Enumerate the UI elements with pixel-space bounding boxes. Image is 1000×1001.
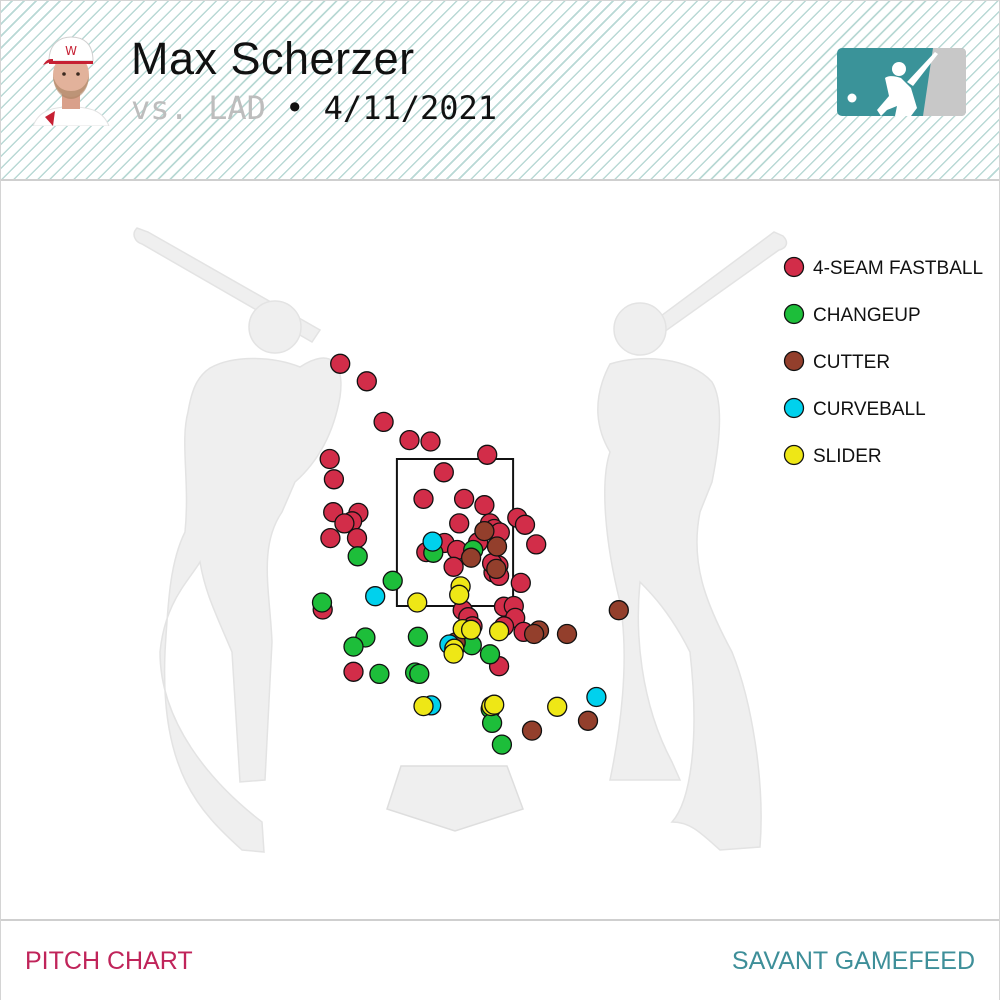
pitch-point[interactable] [443, 643, 464, 664]
separator-dot: • [285, 89, 305, 127]
legend-item: CHANGEUP [783, 303, 921, 326]
pitch-point[interactable] [486, 558, 507, 580]
pitch-point[interactable] [453, 488, 475, 510]
pitch-point[interactable] [460, 547, 482, 568]
batter-silhouette-left-icon [133, 227, 342, 853]
game-date: 4/11/2021 [323, 89, 498, 127]
legend-label: CUTTER [813, 352, 890, 373]
pitch-layer [311, 353, 629, 755]
pitch-point[interactable] [474, 520, 495, 542]
pitch-point[interactable] [413, 695, 434, 717]
legend-label: CURVEBALL [813, 399, 926, 420]
header: W Max Scherzer vs. LAD • 4/11/2021 [1, 1, 999, 181]
pitch-point[interactable] [343, 636, 364, 657]
pitch-point[interactable] [382, 570, 403, 591]
legend-marker [783, 303, 805, 325]
pitch-point[interactable] [449, 513, 470, 534]
pitch-point[interactable] [422, 531, 443, 552]
savant-gamefeed-link[interactable]: SAVANT GAMEFEED [731, 947, 975, 975]
svg-text:W: W [65, 44, 77, 58]
pitch-point[interactable] [319, 448, 340, 470]
pitch-point[interactable] [356, 371, 377, 392]
batter-silhouette-right-icon [597, 231, 788, 851]
pitch-point[interactable] [484, 694, 505, 715]
legend-item: SLIDER [783, 444, 882, 467]
pitch-point[interactable] [514, 514, 536, 535]
pitch-point[interactable] [311, 592, 333, 613]
pitch-point[interactable] [547, 696, 568, 717]
opponent-label: vs. LAD [131, 89, 266, 127]
pitch-point[interactable] [521, 720, 543, 741]
pitch-point[interactable] [481, 712, 503, 734]
legend-label: CHANGEUP [813, 305, 921, 326]
pitch-point[interactable] [477, 444, 498, 465]
pitch-point[interactable] [433, 462, 454, 483]
pitch-point[interactable] [556, 623, 578, 645]
footer: PITCH CHART SAVANT GAMEFEED [1, 919, 999, 1001]
legend-item: CURVEBALL [783, 397, 926, 420]
legend-label: 4-SEAM FASTBALL [813, 258, 983, 279]
pitch-point[interactable] [323, 469, 345, 490]
pitch-point[interactable] [479, 644, 501, 665]
pitch-point[interactable] [491, 734, 513, 755]
pitch-chart-link[interactable]: PITCH CHART [25, 947, 193, 975]
legend-marker [783, 397, 805, 419]
pitch-point[interactable] [577, 710, 599, 731]
pitch-point[interactable] [526, 534, 547, 555]
pitch-point[interactable] [346, 527, 368, 549]
pitch-point[interactable] [373, 411, 394, 433]
pitch-chart: 4-SEAM FASTBALL CHANGEUP CUTTER CURVEBALL SL… [133, 227, 983, 853]
home-plate-icon [386, 765, 524, 832]
pitch-point[interactable] [449, 584, 470, 605]
legend-marker [783, 350, 805, 372]
legend-label: SLIDER [813, 446, 882, 467]
pitch-point[interactable] [343, 661, 364, 682]
pitch-point[interactable] [409, 663, 430, 685]
pitch-point[interactable] [420, 431, 441, 452]
pitch-point[interactable] [407, 626, 429, 647]
pitch-point[interactable] [474, 495, 495, 516]
pitch-point[interactable] [443, 556, 464, 577]
legend-item: 4-SEAM FASTBALL [783, 256, 983, 279]
pitch-point[interactable] [488, 621, 510, 642]
pitch-point[interactable] [510, 572, 531, 594]
pitch-point[interactable] [320, 527, 341, 549]
legend: 4-SEAM FASTBALL CHANGEUP CUTTER CURVEBALL SL… [783, 256, 983, 467]
pitch-point[interactable] [586, 686, 607, 708]
pitch-point[interactable] [330, 353, 351, 374]
matchup-line: vs. LAD • 4/11/2021 [131, 89, 497, 127]
pitch-point[interactable] [413, 488, 434, 510]
legend-marker [783, 256, 805, 278]
pitch-point[interactable] [399, 429, 420, 451]
legend-marker [783, 444, 805, 466]
pitch-point[interactable] [365, 586, 386, 607]
player-name: Max Scherzer [131, 33, 415, 84]
mlb-logo-icon [837, 48, 966, 116]
pitch-point[interactable] [608, 600, 629, 621]
background-layer [133, 227, 788, 853]
pitch-point[interactable] [486, 536, 508, 557]
pitch-point[interactable] [334, 513, 355, 534]
player-headshot-icon: W [32, 36, 110, 126]
pitch-point[interactable] [347, 546, 368, 567]
pitch-point[interactable] [460, 619, 482, 640]
pitch-point[interactable] [523, 623, 545, 645]
legend-item: CUTTER [783, 350, 890, 373]
pitch-point[interactable] [369, 663, 390, 685]
pitch-point[interactable] [407, 592, 428, 613]
